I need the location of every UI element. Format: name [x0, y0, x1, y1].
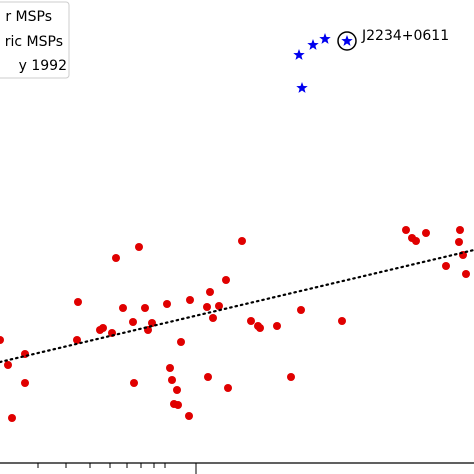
point [206, 288, 214, 296]
legend-entry: y 1992 [19, 58, 67, 74]
point [174, 401, 182, 409]
point [338, 317, 346, 325]
legend-entry: ric MSPs [5, 34, 63, 50]
point [462, 270, 470, 278]
legend-entry: r MSPs [5, 9, 52, 25]
point [129, 318, 137, 326]
star-point [341, 35, 353, 46]
point [247, 317, 255, 325]
point [442, 262, 450, 270]
point [73, 336, 81, 344]
point [177, 338, 185, 346]
star-point [319, 33, 331, 44]
point [209, 314, 217, 322]
point [224, 384, 232, 392]
point [402, 226, 410, 234]
point [455, 238, 463, 246]
point [112, 254, 120, 262]
annotation: J2234+0611 [361, 28, 449, 44]
point [238, 237, 246, 245]
point [287, 373, 295, 381]
point [99, 324, 107, 332]
highlight-ring [337, 31, 357, 51]
point [422, 229, 430, 237]
point [297, 306, 305, 314]
point [119, 304, 127, 312]
point [148, 319, 156, 327]
point [4, 361, 12, 369]
point [204, 373, 212, 381]
point [168, 376, 176, 384]
point [215, 302, 223, 310]
point [135, 243, 143, 251]
point [0, 336, 4, 344]
point [141, 304, 149, 312]
point [456, 226, 464, 234]
point [256, 324, 264, 332]
point [222, 276, 230, 284]
point [412, 237, 420, 245]
trend-line [0, 248, 474, 364]
point [186, 296, 194, 304]
point [8, 414, 16, 422]
point [163, 300, 171, 308]
point [130, 379, 138, 387]
point [185, 412, 193, 420]
star-point [293, 49, 305, 60]
point [21, 379, 29, 387]
point [173, 386, 181, 394]
point [166, 364, 174, 372]
point [203, 303, 211, 311]
point [273, 322, 281, 330]
star-point [296, 82, 308, 93]
legend-box [0, 1, 70, 79]
star-point [307, 39, 319, 50]
point [74, 298, 82, 306]
